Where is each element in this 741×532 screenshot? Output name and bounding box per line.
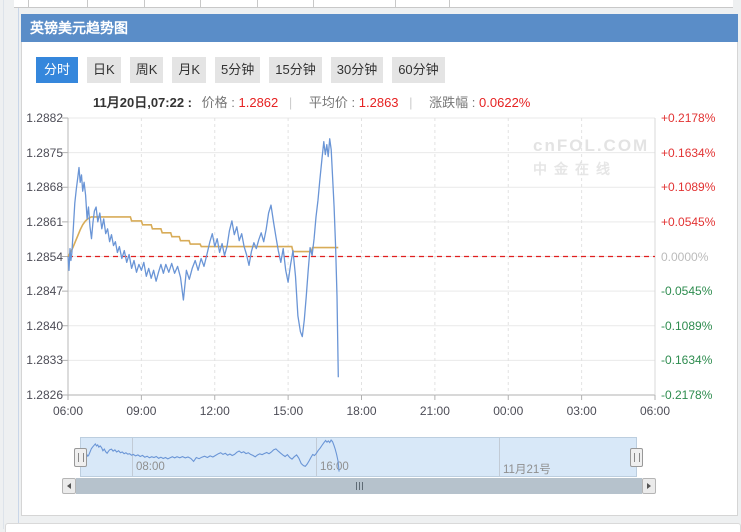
x-axis-label: 06:00 <box>639 404 671 418</box>
watermark-logo-text: cnFOL.COM <box>533 136 650 155</box>
average-price-value: 1.2863 <box>358 95 399 110</box>
navigator-left-handle[interactable] <box>74 448 87 467</box>
y-axis-label-left: 1.2840 <box>26 318 63 333</box>
y-axis-label-right: +0.1634% <box>661 145 716 160</box>
y-axis-label-right: 0.0000% <box>661 249 709 264</box>
tab-分时[interactable]: 分时 <box>36 57 79 83</box>
y-axis-label-right: -0.1634% <box>661 353 713 368</box>
price-value: 1.2862 <box>238 95 279 110</box>
range-navigator[interactable]: 08:00 16:00 11月21号 <box>80 437 637 477</box>
next-panel-top-edge <box>5 523 741 532</box>
separator: | <box>288 95 293 110</box>
page-left-border-outer <box>3 0 4 529</box>
table-column-divider <box>257 0 258 7</box>
watermark-cn-text: 中金在线 <box>533 161 617 177</box>
table-column-divider <box>200 0 201 7</box>
scroll-right-button[interactable] <box>642 478 656 494</box>
navigator-time-label: 11月21号 <box>503 464 551 476</box>
change-percent-value: 0.0622% <box>479 95 531 110</box>
scrollbar-thumb[interactable] <box>76 478 642 494</box>
tab-15分钟[interactable]: 15分钟 <box>269 57 322 83</box>
separator: | <box>409 95 413 110</box>
y-axis-label-right: +0.1089% <box>661 180 716 195</box>
table-bottom-strip <box>14 0 733 8</box>
panel-header: 英镑美元趋势图 <box>21 14 738 42</box>
cnfol-watermark: cnFOL.COM 中金在线 <box>533 136 649 179</box>
table-column-divider <box>144 0 145 7</box>
tab-5分钟[interactable]: 5分钟 <box>215 57 261 83</box>
change-percent-label: 涨跌幅 : <box>429 95 476 110</box>
tab-30分钟[interactable]: 30分钟 <box>330 57 384 83</box>
y-axis-label-right: -0.2178% <box>661 388 713 402</box>
quote-info-line: 11月20日,07:22 : 价格 : 1.2862 | 平均价 : 1.286… <box>93 94 530 112</box>
table-column-divider <box>87 0 88 7</box>
y-axis-label-left: 1.2854 <box>26 249 63 264</box>
panel-title: 英镑美元趋势图 <box>30 20 128 36</box>
navigator-gridline <box>316 438 317 476</box>
x-axis-label: 15:00 <box>273 404 304 418</box>
x-axis-label: 09:00 <box>126 404 157 418</box>
tab-日K[interactable]: 日K <box>87 57 121 83</box>
y-axis-label-left: 1.2833 <box>26 353 63 368</box>
x-axis-label: 06:00 <box>52 404 84 418</box>
navigator-time-label: 16:00 <box>320 461 349 473</box>
chart-plot-area[interactable] <box>68 118 655 395</box>
scroll-left-button[interactable] <box>62 478 76 494</box>
y-axis-label-left: 1.2882 <box>26 111 63 125</box>
table-column-divider <box>395 0 396 7</box>
page-left-border-inner <box>18 0 19 529</box>
navigator-gridline <box>499 438 500 476</box>
x-axis-label: 18:00 <box>346 404 377 418</box>
right-arrow-icon <box>647 483 651 489</box>
navigator-right-handle[interactable] <box>630 448 643 467</box>
left-arrow-icon <box>67 483 71 489</box>
y-axis-label-right: -0.0545% <box>661 284 713 299</box>
y-axis-label-left: 1.2868 <box>26 180 63 195</box>
price-label: 价格 : <box>201 95 235 110</box>
y-axis-label-right: +0.2178% <box>661 111 716 125</box>
table-column-divider <box>449 0 450 7</box>
y-axis-label-left: 1.2826 <box>26 388 63 402</box>
tab-60分钟[interactable]: 60分钟 <box>392 57 445 83</box>
y-axis-label-left: 1.2861 <box>26 214 63 229</box>
tab-月K[interactable]: 月K <box>172 57 207 83</box>
table-column-divider <box>313 0 314 7</box>
quote-datetime: 11月20日,07:22 : <box>93 95 193 110</box>
period-tabs: 分时 日K 周K 月K 5分钟 15分钟 30分钟 60分钟 <box>36 57 454 83</box>
navigator-gridline <box>132 438 133 476</box>
grip-icon <box>355 477 364 495</box>
y-axis-label-right: +0.0545% <box>661 214 716 229</box>
y-axis-label-left: 1.2875 <box>26 145 63 160</box>
table-column-divider <box>28 0 29 7</box>
y-axis-label-right: -0.1089% <box>661 318 713 333</box>
x-axis-label: 00:00 <box>493 404 524 418</box>
navigator-time-label: 08:00 <box>136 461 165 473</box>
x-axis-label: 12:00 <box>199 404 230 418</box>
average-price-label: 平均价 : <box>308 95 356 110</box>
x-axis-label: 03:00 <box>566 404 597 418</box>
tab-周K[interactable]: 周K <box>129 57 164 83</box>
x-axis-label: 21:00 <box>419 404 450 418</box>
y-axis-label-left: 1.2847 <box>26 284 63 299</box>
